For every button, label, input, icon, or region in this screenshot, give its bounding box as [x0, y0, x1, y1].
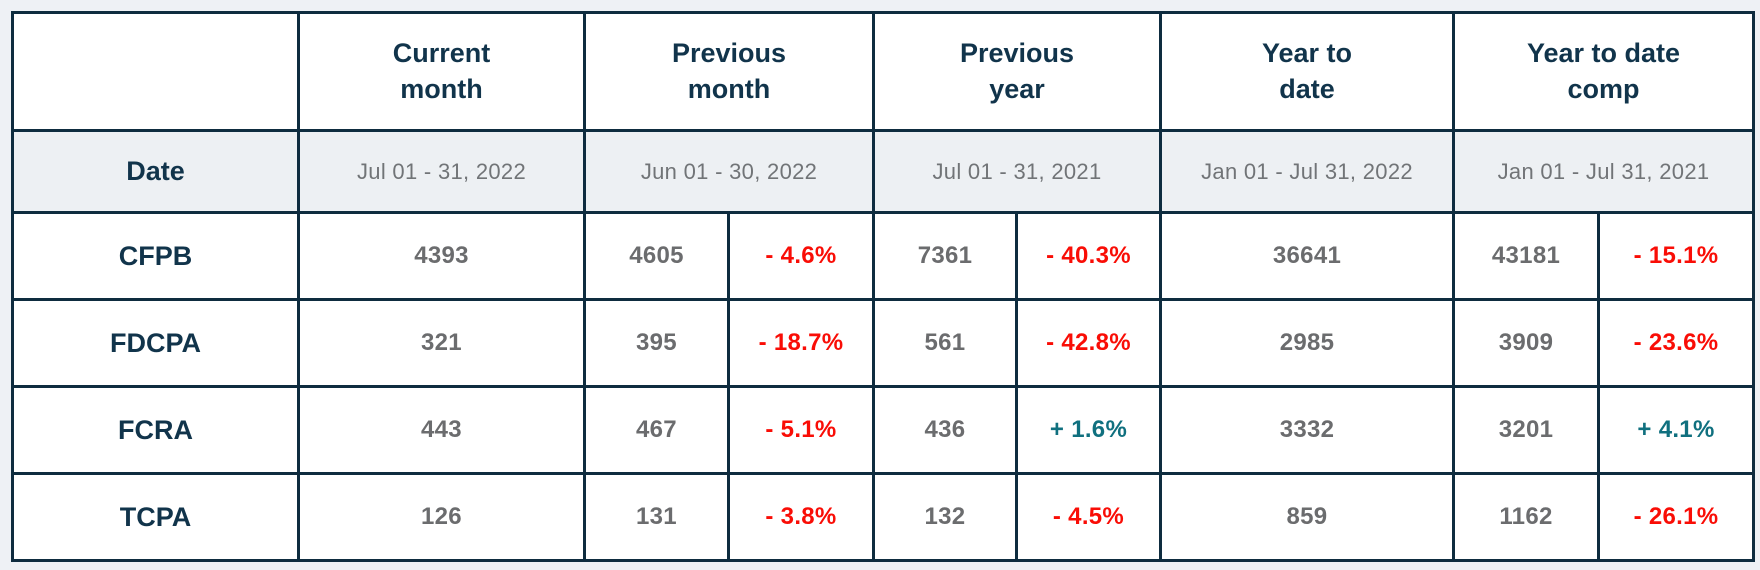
date-range-year-to-date: Jan 01 - Jul 31, 2022	[1159, 129, 1455, 214]
date-range-current-month: Jul 01 - 31, 2022	[297, 129, 586, 214]
value-cell: 36641	[1159, 211, 1455, 301]
value-cell: 436	[872, 385, 1018, 475]
value-cell: 561	[872, 298, 1018, 388]
percent-change-cell: - 15.1%	[1597, 211, 1755, 301]
date-range-previous-month: Jun 01 - 30, 2022	[583, 129, 875, 214]
value-cell: 3332	[1159, 385, 1455, 475]
column-header-previous-month: Previous month	[583, 11, 875, 132]
row-label-cfpb: CFPB	[11, 211, 300, 301]
percent-change-cell: - 4.5%	[1015, 472, 1162, 562]
percent-change-cell: - 40.3%	[1015, 211, 1162, 301]
corner-cell	[11, 11, 300, 132]
row-label-fdcpa: FDCPA	[11, 298, 300, 388]
percent-change-cell: - 18.7%	[727, 298, 875, 388]
complaint-stats-table: Current month Previous month Previous ye…	[11, 11, 1755, 562]
table-row-fdcpa: FDCPA 321 395 - 18.7% 561 - 42.8% 2985 3…	[11, 298, 1755, 388]
percent-change-cell: - 4.6%	[727, 211, 875, 301]
value-cell: 132	[872, 472, 1018, 562]
date-range-previous-year: Jul 01 - 31, 2021	[872, 129, 1162, 214]
percent-change-cell: - 26.1%	[1597, 472, 1755, 562]
value-cell: 3909	[1452, 298, 1600, 388]
column-header-year-to-date: Year to date	[1159, 11, 1455, 132]
value-cell: 126	[297, 472, 586, 562]
date-range-year-to-date-comp: Jan 01 - Jul 31, 2021	[1452, 129, 1755, 214]
row-label-tcpa: TCPA	[11, 472, 300, 562]
percent-change-cell: + 4.1%	[1597, 385, 1755, 475]
value-cell: 4393	[297, 211, 586, 301]
percent-change-cell: + 1.6%	[1015, 385, 1162, 475]
percent-change-cell: - 5.1%	[727, 385, 875, 475]
value-cell: 859	[1159, 472, 1455, 562]
header-row: Current month Previous month Previous ye…	[11, 11, 1755, 132]
value-cell: 3201	[1452, 385, 1600, 475]
percent-change-cell: - 3.8%	[727, 472, 875, 562]
percent-change-cell: - 23.6%	[1597, 298, 1755, 388]
date-row-label: Date	[11, 129, 300, 214]
row-label-fcra: FCRA	[11, 385, 300, 475]
percent-change-cell: - 42.8%	[1015, 298, 1162, 388]
value-cell: 2985	[1159, 298, 1455, 388]
value-cell: 467	[583, 385, 730, 475]
value-cell: 443	[297, 385, 586, 475]
column-header-year-to-date-comp: Year to date comp	[1452, 11, 1755, 132]
date-row: Date Jul 01 - 31, 2022 Jun 01 - 30, 2022…	[11, 129, 1755, 214]
column-header-previous-year: Previous year	[872, 11, 1162, 132]
value-cell: 1162	[1452, 472, 1600, 562]
column-header-current-month: Current month	[297, 11, 586, 132]
value-cell: 7361	[872, 211, 1018, 301]
value-cell: 43181	[1452, 211, 1600, 301]
table-row-tcpa: TCPA 126 131 - 3.8% 132 - 4.5% 859 1162 …	[11, 472, 1755, 562]
value-cell: 4605	[583, 211, 730, 301]
value-cell: 131	[583, 472, 730, 562]
table-row-cfpb: CFPB 4393 4605 - 4.6% 7361 - 40.3% 36641…	[11, 211, 1755, 301]
table-row-fcra: FCRA 443 467 - 5.1% 436 + 1.6% 3332 3201…	[11, 385, 1755, 475]
value-cell: 321	[297, 298, 586, 388]
value-cell: 395	[583, 298, 730, 388]
